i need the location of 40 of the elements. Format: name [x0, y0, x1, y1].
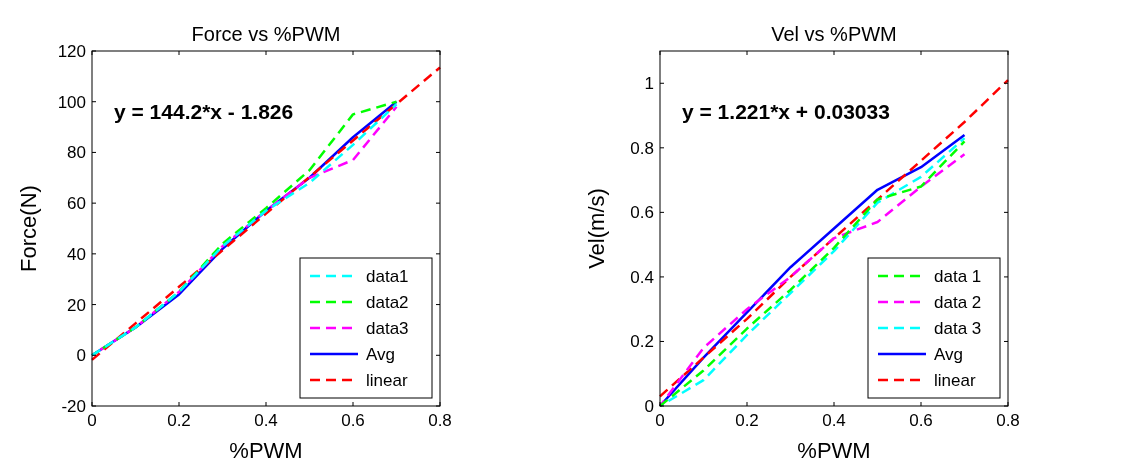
y-tick-label: 80	[67, 143, 86, 163]
legend-label: Avg	[366, 345, 395, 364]
chart-title: Vel vs %PWM	[771, 23, 897, 45]
y-axis-title: Force(N)	[16, 185, 41, 272]
y-tick-label: 100	[57, 92, 86, 112]
y-tick-label: 60	[67, 194, 86, 214]
x-axis-title: %PWM	[229, 438, 303, 463]
legend-label: data 2	[934, 293, 982, 312]
legend-label: linear	[366, 371, 408, 390]
legend-label: data3	[366, 319, 409, 338]
legend-label: Avg	[934, 345, 963, 364]
x-tick-label: 0.8	[428, 411, 452, 430]
y-tick-label: 0	[76, 346, 86, 366]
legend-label: data2	[366, 293, 409, 312]
chart-title: Force vs %PWM	[191, 23, 341, 45]
y-tick-label: 120	[57, 42, 86, 61]
y-tick-label: 20	[67, 295, 86, 315]
y-tick-label: 0.6	[630, 203, 654, 223]
legend-label: data1	[366, 267, 409, 286]
x-axis-title: %PWM	[797, 438, 871, 463]
y-axis-title: Vel(m/s)	[584, 188, 609, 269]
x-tick-label: 0.6	[341, 411, 365, 430]
legend-label: linear	[934, 371, 976, 390]
y-tick-label: 0	[644, 397, 654, 416]
y-tick-label: 0.4	[630, 267, 654, 287]
x-tick-label: 0.2	[167, 411, 191, 430]
x-tick-label: 0.2	[735, 411, 759, 430]
legend-label: data 3	[934, 319, 982, 338]
legend-label: data 1	[934, 267, 982, 286]
x-tick-label: 0.8	[996, 411, 1020, 430]
x-tick-label: 0.4	[254, 411, 278, 430]
y-tick-label: 0.8	[630, 138, 654, 158]
y-tick-label: 0.2	[630, 332, 654, 352]
annotation: y = 144.2*x - 1.826	[114, 100, 294, 123]
y-tick-label: -20	[61, 397, 86, 416]
annotation: y = 1.221*x + 0.03033	[682, 100, 890, 123]
y-tick-label: 40	[67, 244, 86, 264]
x-tick-label: 0.4	[822, 411, 846, 430]
x-tick-label: 0.6	[909, 411, 933, 430]
y-tick-label: 1	[644, 74, 654, 94]
